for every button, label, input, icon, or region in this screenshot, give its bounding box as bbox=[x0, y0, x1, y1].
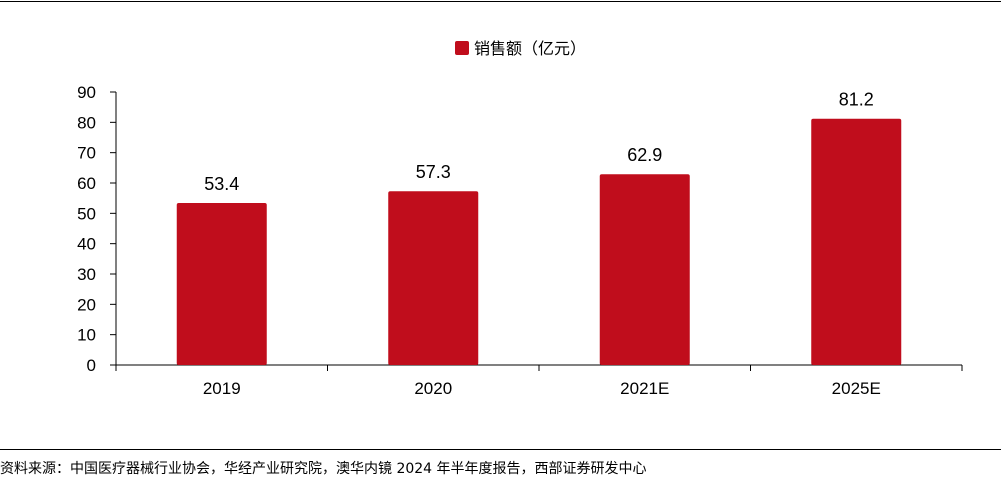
bar-chart: 0 10 20 30 40 50 60 70 80 90 53.4 2019 57.3 2020 62.9 2… bbox=[77, 39, 963, 398]
bottom-rule bbox=[0, 449, 1001, 450]
value-label-2020: 57.3 bbox=[416, 162, 451, 182]
y-tick-label-6: 60 bbox=[77, 174, 96, 193]
value-label-2019: 53.4 bbox=[204, 174, 239, 194]
source-note: 资料来源：中国医疗器械行业协会，华经产业研究院，澳华内镜 2024 年半年度报告… bbox=[0, 461, 647, 477]
y-tick-label-3: 30 bbox=[77, 265, 96, 284]
bar-2025E bbox=[811, 118, 902, 366]
x-tick-label-2019: 2019 bbox=[203, 379, 241, 398]
y-tick-label-5: 50 bbox=[77, 204, 96, 223]
y-tick-label-4: 40 bbox=[77, 235, 96, 254]
value-label-2025E: 81.2 bbox=[839, 90, 874, 110]
legend-swatch bbox=[455, 41, 469, 55]
bar-2021E bbox=[599, 174, 690, 365]
top-rule bbox=[0, 1, 1001, 2]
y-tick-label-2: 20 bbox=[77, 295, 96, 314]
x-tick-label-2025E: 2025E bbox=[832, 379, 881, 398]
legend-label: 销售额（亿元） bbox=[474, 39, 586, 58]
value-label-2021E: 62.9 bbox=[627, 145, 662, 165]
y-tick-label-7: 70 bbox=[77, 144, 96, 163]
y-tick-label-8: 80 bbox=[77, 113, 96, 132]
bar-2019 bbox=[176, 203, 267, 365]
y-tick-label-0: 0 bbox=[87, 356, 96, 375]
bar-2020 bbox=[388, 191, 479, 365]
x-tick-label-2020: 2020 bbox=[414, 379, 452, 398]
x-tick-label-2021E: 2021E bbox=[620, 379, 669, 398]
y-tick-label-9: 90 bbox=[77, 83, 96, 102]
y-tick-label-1: 10 bbox=[77, 326, 96, 345]
